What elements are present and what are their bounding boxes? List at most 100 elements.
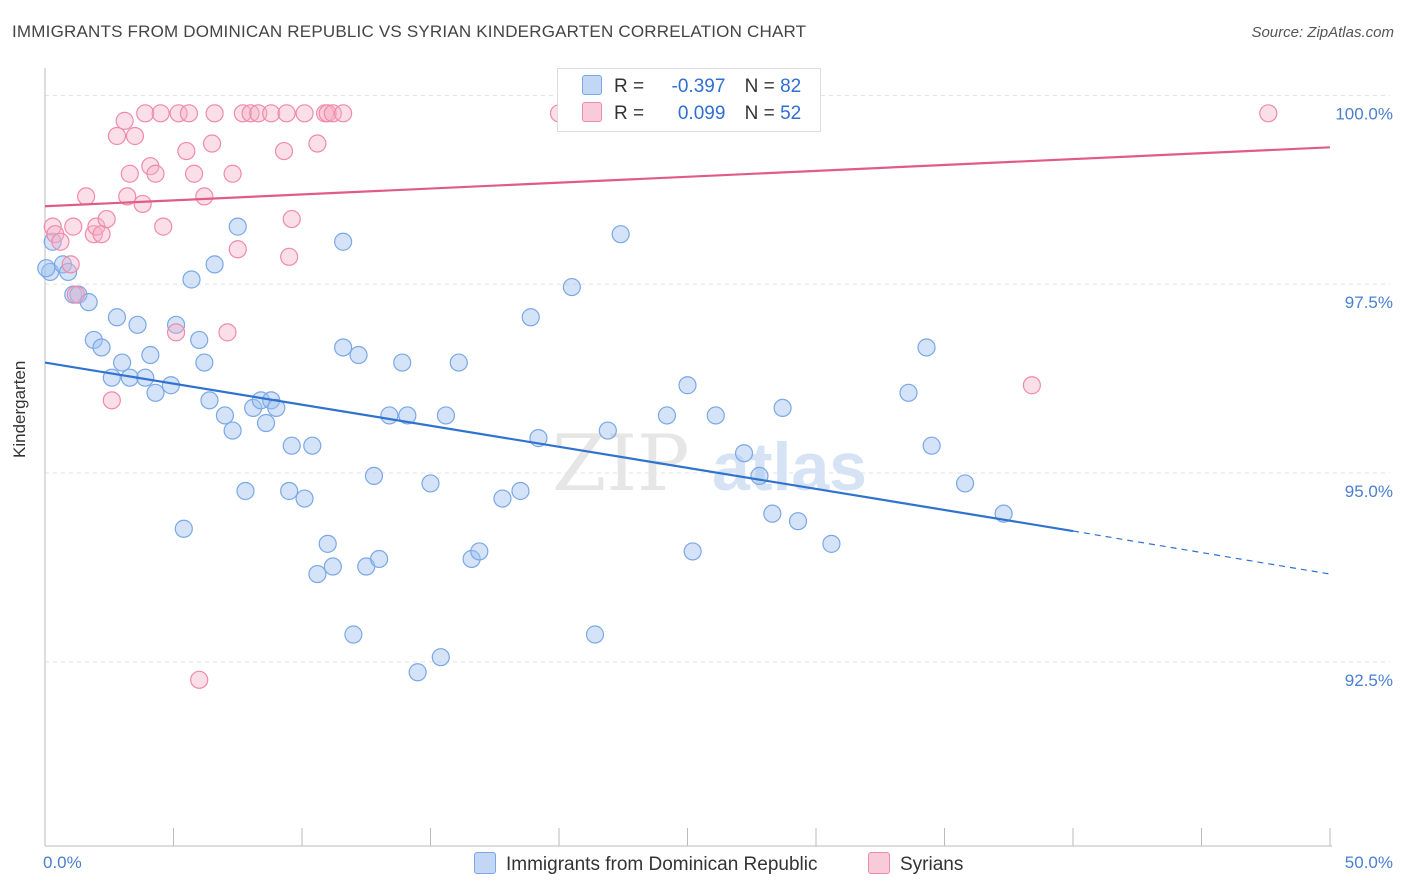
syrian-point	[308, 134, 327, 153]
syrian-point	[274, 141, 294, 161]
dominican-point	[107, 308, 127, 327]
syrian-swatch	[868, 852, 890, 874]
dominican-point	[256, 413, 276, 433]
dominican-point	[611, 225, 630, 244]
dominican-swatch	[474, 852, 496, 874]
dominican-point	[37, 259, 56, 278]
series-legend: Immigrants from Dominican Republic Syria…	[0, 852, 1406, 878]
syrian-point	[166, 323, 186, 342]
dominican-point	[303, 436, 322, 455]
dominican-point	[228, 217, 247, 236]
dominican-point	[146, 383, 165, 402]
dominican-point	[657, 406, 677, 425]
dominican-point	[562, 277, 581, 297]
syrian-point	[102, 391, 121, 410]
dominican-point	[380, 406, 399, 425]
syrian-point	[92, 225, 111, 244]
syrian-point	[233, 104, 252, 123]
dominican-point	[822, 534, 841, 553]
dominican-point	[683, 542, 702, 561]
dominican-point	[84, 330, 103, 350]
dominican-point	[788, 512, 808, 531]
dominican-point	[598, 421, 617, 440]
dominican-point	[734, 444, 754, 463]
dominican-point	[370, 549, 389, 569]
syrian-point	[1259, 104, 1278, 123]
series-legend-dominican: Immigrants from Dominican Republic	[474, 852, 818, 876]
dominican-swatch	[582, 75, 602, 95]
dominican-point	[112, 353, 132, 372]
dominican-trend-line	[44, 361, 1074, 533]
dominican-point	[398, 406, 417, 425]
syrian-point	[118, 187, 137, 206]
dominican-point	[917, 338, 936, 357]
dominican-point	[364, 466, 384, 485]
dominican-point	[349, 345, 368, 365]
syrian-point	[115, 111, 134, 130]
syrian-point	[125, 126, 145, 146]
dominican-point	[282, 436, 301, 455]
dominican-point	[922, 436, 941, 455]
dominican-point	[205, 255, 224, 274]
dominican-trend-extension	[1072, 530, 1331, 575]
dominican-point	[128, 315, 147, 334]
y-tick-label: 92.5%	[1345, 671, 1393, 690]
syrian-point	[318, 104, 337, 123]
series-legend-syrian: Syrians	[868, 852, 963, 876]
syrian-point	[282, 209, 301, 229]
legend-r-label: R =	[614, 76, 645, 97]
legend-row-syrian: R = 0.099 N = 52	[582, 102, 801, 126]
dominican-point	[393, 353, 412, 372]
dominican-point	[511, 481, 530, 501]
dominican-point	[334, 338, 353, 357]
legend-n-value-dominican: 82	[780, 76, 802, 97]
syrian-point	[179, 104, 199, 123]
syrian-point	[51, 232, 70, 251]
legend-row-dominican: R = -0.397 N = 82	[582, 75, 801, 99]
dominican-point	[449, 353, 468, 372]
dominican-point	[421, 474, 440, 493]
syrian-swatch	[582, 102, 602, 122]
syrian-point	[61, 255, 80, 274]
correlation-legend: R = -0.397 N = 82 R = 0.099 N = 52	[557, 68, 821, 132]
legend-r-value-dominican: -0.397	[671, 76, 726, 97]
chart-title: IMMIGRANTS FROM DOMINICAN REPUBLIC VS SY…	[12, 22, 807, 41]
dominican-point	[431, 648, 450, 667]
syrian-point	[177, 141, 196, 161]
legend-r-value-syrian: 0.099	[677, 103, 726, 124]
syrian-point	[195, 187, 214, 206]
syrian-point	[334, 104, 353, 123]
dominican-point	[773, 398, 792, 418]
syrian-point	[133, 194, 152, 214]
syrian-point	[205, 104, 224, 123]
syrian-point	[184, 164, 204, 183]
dominican-point	[706, 406, 725, 425]
dominican-point	[899, 383, 918, 402]
syrian-point	[64, 217, 83, 236]
dominican-point	[344, 625, 363, 644]
dominican-point	[236, 481, 255, 501]
dominican-point	[408, 663, 427, 682]
dominican-point	[244, 398, 263, 418]
legend-n-label: N =	[744, 76, 775, 97]
syrian-point	[202, 134, 222, 153]
dominican-point	[436, 406, 456, 425]
syrian-point	[97, 209, 116, 229]
syrian-point	[241, 104, 260, 123]
syrian-point	[249, 104, 268, 123]
legend-n-label: N =	[744, 103, 775, 124]
dominican-point	[334, 232, 353, 251]
syrian-point	[169, 104, 188, 123]
dominican-point	[763, 504, 782, 523]
dominican-point	[141, 345, 160, 365]
dominican-point	[280, 481, 299, 501]
syrian-point	[190, 670, 209, 689]
dominican-point	[223, 421, 242, 440]
syrian-point	[1022, 376, 1041, 395]
chart-source: Source: ZipAtlas.com	[1251, 24, 1394, 41]
syrian-point	[107, 126, 127, 146]
dominican-point	[493, 489, 512, 508]
syrian-point	[136, 104, 155, 123]
dominican-point	[470, 542, 489, 561]
syrian-point	[223, 164, 242, 183]
